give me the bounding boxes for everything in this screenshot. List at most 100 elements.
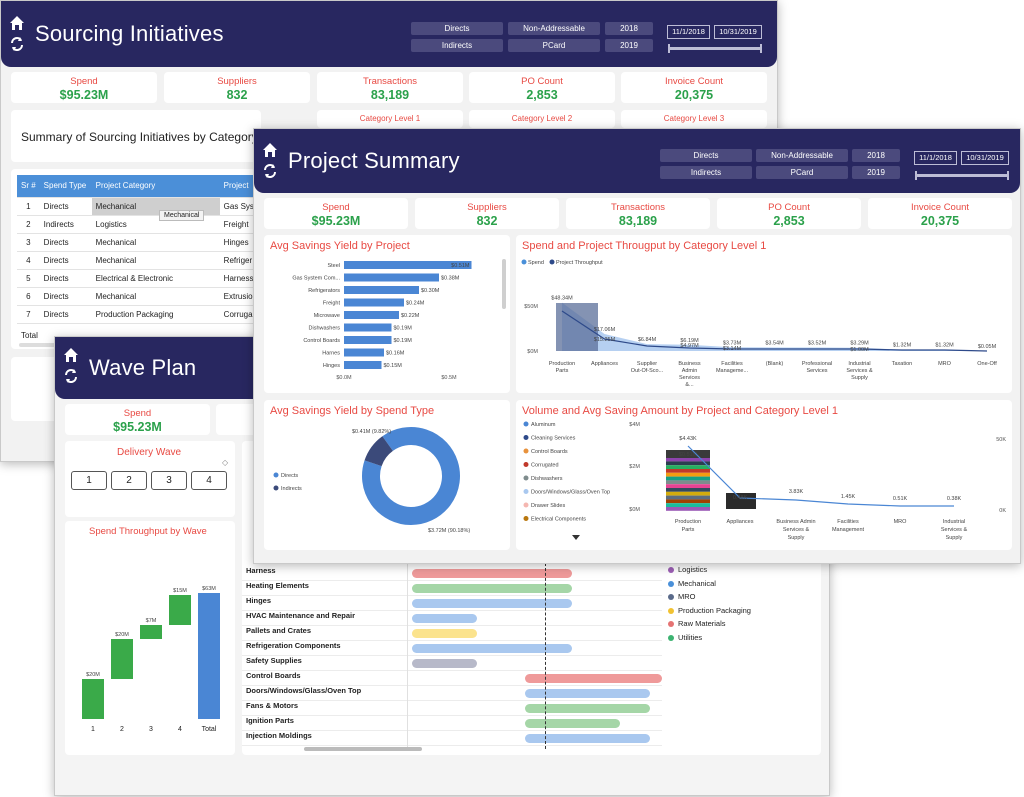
table-row[interactable]: 7 Directs Production Packaging Corruga	[17, 305, 261, 324]
gantt-scrollbar[interactable]	[304, 747, 422, 751]
col-sr[interactable]: Sr #	[17, 175, 40, 198]
date-end[interactable]: 10/31/2019	[714, 25, 762, 39]
filter-directs[interactable]: Directs	[411, 22, 503, 35]
filter-indirects[interactable]: Indirects	[411, 39, 503, 52]
legend-marker	[523, 435, 529, 440]
home-icon[interactable]	[9, 15, 25, 31]
col-project-category[interactable]: Project Category	[91, 175, 220, 198]
gantt-row-divider	[242, 595, 662, 596]
waterfall-category-label: 3	[149, 726, 153, 733]
x-category-label: Admin	[682, 368, 698, 374]
sourcing-table: Sr # Spend Type Project Category Project…	[17, 175, 261, 324]
table-row[interactable]: 1 Directs Mechanical Gas Syst	[17, 197, 261, 216]
delivery-wave-card: Delivery Wave ◇ 1 2 3 4	[65, 441, 235, 517]
refresh-icon[interactable]	[9, 36, 25, 52]
filter-pcard[interactable]: PCard	[508, 39, 600, 52]
table-cell: Freight	[219, 215, 261, 234]
col-spend-type[interactable]: Spend Type	[39, 175, 92, 198]
legend-label: Doors/Windows/Glass/Oven Top	[531, 490, 610, 496]
volume-title: Volume and Avg Saving Amount by Project …	[522, 405, 838, 417]
table-row[interactable]: 4 Directs Mechanical Refriger	[17, 251, 261, 270]
gantt-bar[interactable]	[524, 719, 620, 728]
eraser-icon[interactable]: ◇	[222, 458, 229, 467]
gantt-row-label: Hinges	[246, 596, 272, 605]
data-label: 3.83K	[789, 489, 804, 495]
table-row[interactable]: 2 Indirects Logistics Freight	[17, 215, 261, 234]
refresh-icon[interactable]	[63, 368, 79, 384]
date-start[interactable]: 11/1/2018	[914, 151, 957, 165]
delivery-wave-4[interactable]: 4	[191, 471, 227, 490]
table-row[interactable]: 6 Directs Mechanical Extrusio	[17, 287, 261, 306]
waterfall-category-label: 2	[120, 726, 124, 733]
filter-year-2019[interactable]: 2019	[852, 166, 900, 179]
date-slider[interactable]	[915, 171, 1009, 180]
legend-item[interactable]: MRO	[668, 592, 696, 601]
home-icon[interactable]	[63, 347, 79, 363]
stack-segment	[666, 503, 710, 507]
throughput-line	[561, 310, 988, 352]
filter-year-2019[interactable]: 2019	[605, 39, 653, 52]
table-row[interactable]: 5 Directs Electrical & Electronic Harness	[17, 269, 261, 288]
legend-item[interactable]: Raw Materials	[668, 619, 726, 628]
category-level-1-slicer[interactable]: Category Level 1	[317, 110, 463, 128]
legend-marker	[523, 448, 529, 454]
x-category-label: MRO	[894, 519, 908, 525]
home-icon[interactable]	[262, 142, 278, 158]
gantt-bar[interactable]	[524, 674, 662, 683]
gantt-bar[interactable]	[412, 629, 477, 638]
stack-segment	[666, 484, 710, 488]
date-start[interactable]: 11/1/2018	[667, 25, 710, 39]
legend-label: Directs	[281, 473, 298, 479]
col-project[interactable]: Project	[219, 175, 261, 198]
gantt-bar[interactable]	[412, 659, 477, 668]
donut-slice	[362, 427, 460, 525]
filter-non-addressable[interactable]: Non-Addressable	[508, 22, 600, 35]
summary-title-card: Summary of Sourcing Initiatives by Categ…	[11, 110, 261, 162]
legend-marker	[668, 634, 674, 641]
date-slider[interactable]	[668, 44, 762, 53]
gantt-bar[interactable]	[412, 614, 477, 623]
refresh-icon[interactable]	[262, 163, 278, 179]
legend-item[interactable]: Utilities	[668, 633, 702, 642]
category-level-2-slicer[interactable]: Category Level 2	[469, 110, 615, 128]
data-label: $3.73M	[723, 340, 742, 346]
delivery-wave-1[interactable]: 1	[71, 471, 107, 490]
throughput-title: Spend and Project Througput by Category …	[522, 240, 767, 252]
gantt-row-label: Injection Moldings	[246, 731, 312, 740]
gantt-row-label: Doors/Windows/Glass/Oven Top	[246, 686, 362, 695]
filter-non-addressable[interactable]: Non-Addressable	[756, 149, 848, 162]
gantt-bar[interactable]	[412, 584, 572, 593]
gantt-bar[interactable]	[412, 599, 572, 608]
legend-item[interactable]: Production Packaging	[668, 606, 751, 615]
gantt-bar[interactable]	[524, 704, 650, 713]
x-category-label: (Blank)	[766, 361, 784, 367]
delivery-wave-3[interactable]: 3	[151, 471, 187, 490]
bar-value-label: $0.22M	[401, 313, 420, 319]
date-end[interactable]: 10/31/2019	[961, 151, 1009, 165]
bar-label: $0.51M	[679, 452, 698, 458]
filter-directs[interactable]: Directs	[660, 149, 752, 162]
bar	[344, 361, 382, 369]
filter-year-2018[interactable]: 2018	[852, 149, 900, 162]
gantt-bar[interactable]	[412, 569, 572, 578]
page-title: Project Summary	[288, 148, 460, 173]
x-category-label: Management	[832, 527, 865, 533]
table-cell: Corruga	[219, 305, 261, 324]
gantt-bar[interactable]	[412, 644, 572, 653]
delivery-wave-2[interactable]: 2	[111, 471, 147, 490]
filter-indirects[interactable]: Indirects	[660, 166, 752, 179]
category-level-3-slicer[interactable]: Category Level 3	[621, 110, 767, 128]
legend-item[interactable]: Logistics	[668, 565, 707, 574]
legend-item[interactable]: Mechanical	[668, 579, 716, 588]
x-category-label: Facilities	[837, 519, 859, 525]
gantt-bar[interactable]	[524, 734, 650, 743]
x-category-label: Industrial	[943, 519, 965, 525]
gantt-bar[interactable]	[524, 689, 650, 698]
x-category-label: Services &	[783, 527, 810, 533]
waterfall-value-label: $20M	[115, 632, 129, 638]
table-cell: Directs	[39, 305, 92, 324]
table-row[interactable]: 3 Directs Mechanical Hinges	[17, 233, 261, 252]
filter-year-2018[interactable]: 2018	[605, 22, 653, 35]
filter-pcard[interactable]: PCard	[756, 166, 848, 179]
gantt-row-divider	[242, 685, 662, 686]
